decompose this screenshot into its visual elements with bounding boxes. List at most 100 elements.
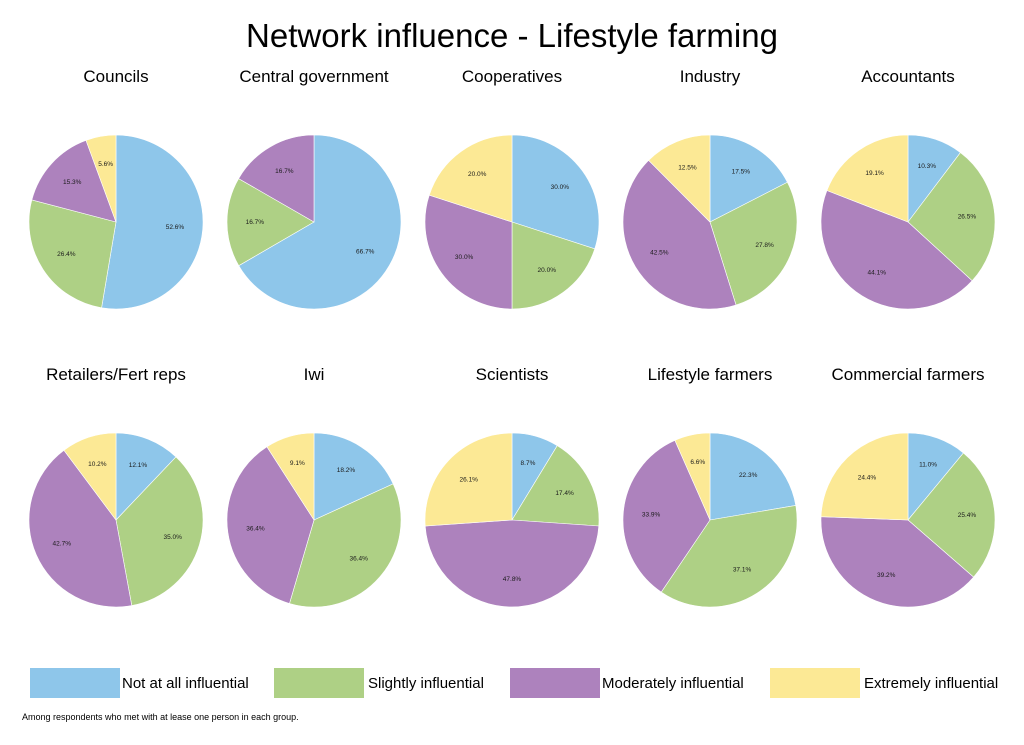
pie-data-label-lifestyle-farmers-moderately: 33.9% [642, 512, 661, 519]
pie-data-label-industry-slightly: 27.8% [755, 242, 774, 249]
pie-slice-retailers-fert-reps-slightly [115, 456, 204, 606]
pie-data-label-retailers-fert-reps-not-at-all: 12.1% [129, 462, 148, 469]
pie-title-central-government: Central government [239, 67, 389, 86]
pie-slice-commercial-farmers-extremely [820, 432, 909, 521]
pie-chart-central-government: 66.7% 16.7% 16.7% [226, 134, 402, 310]
pie-slice-accountants-extremely [826, 134, 909, 223]
footnote: Among respondents who met with at lease … [22, 712, 299, 722]
pie-data-label-accountants-moderately: 44.1% [868, 269, 887, 276]
pie-data-label-commercial-farmers-moderately: 39.2% [877, 572, 896, 579]
pie-chart-industry: 17.5% 27.8% 42.5% 12.5% [622, 134, 798, 310]
pie-data-label-commercial-farmers-not-at-all: 11.0% [919, 461, 937, 468]
pie-data-label-industry-moderately: 42.5% [650, 250, 669, 257]
legend: Not at all influential Slightly influent… [0, 668, 1024, 700]
pie-slice-scientists-moderately [424, 519, 600, 608]
pie-data-label-councils-slightly: 26.4% [57, 251, 76, 258]
pie-slice-iwi-extremely [266, 432, 315, 522]
pie-data-label-iwi-extremely: 9.1% [290, 460, 305, 467]
pie-data-label-lifestyle-farmers-not-at-all: 22.3% [739, 472, 758, 479]
legend-swatch-not-at-all [30, 668, 120, 698]
pie-data-label-iwi-slightly: 36.4% [349, 556, 368, 563]
pie-title-councils: Councils [83, 67, 149, 86]
pie-title-accountants: Accountants [861, 67, 955, 86]
pie-slice-industry-not-at-all [709, 134, 788, 223]
pie-title-lifestyle-farmers: Lifestyle farmers [647, 365, 773, 384]
pie-data-label-central-government-not-at-all: 66.7% [356, 249, 375, 256]
pie-data-label-cooperatives-extremely: 20.0% [468, 171, 487, 178]
pie-data-label-scientists-extremely: 26.1% [460, 477, 479, 484]
pie-data-label-iwi-moderately: 36.4% [246, 525, 265, 532]
pie-chart-councils: 52.6% 26.4% 15.3% 5.6% [28, 134, 204, 310]
pie-slice-industry-extremely [648, 134, 711, 223]
pie-slice-scientists-extremely [424, 432, 513, 527]
pie-slice-central-government-moderately [238, 134, 315, 223]
pie-slice-lifestyle-farmers-slightly [660, 505, 798, 608]
pie-slice-cooperatives-not-at-all [511, 134, 600, 250]
pie-data-label-retailers-fert-reps-slightly: 35.0% [163, 534, 182, 541]
pie-slice-cooperatives-slightly [511, 221, 596, 310]
pie-title-commercial-farmers: Commercial farmers [831, 365, 985, 384]
pie-chart-lifestyle-farmers: 22.3% 37.1% 33.9% 6.6% [622, 432, 798, 608]
pie-slice-cooperatives-moderately [424, 194, 513, 310]
pie-title-retailers-fert-reps: Retailers/Fert reps [46, 365, 186, 384]
legend-swatch-extremely [770, 668, 860, 698]
legend-label-not-at-all: Not at all influential [122, 675, 249, 692]
legend-label-extremely: Extremely influential [864, 675, 999, 692]
pie-data-label-industry-extremely: 12.5% [678, 164, 697, 171]
pie-title-iwi: Iwi [303, 365, 325, 384]
pie-title-industry: Industry [679, 67, 741, 86]
pie-data-label-retailers-fert-reps-moderately: 42.7% [53, 541, 72, 548]
pie-data-label-iwi-not-at-all: 18.2% [337, 467, 356, 474]
pie-slice-lifestyle-farmers-moderately [622, 439, 711, 593]
pie-slice-lifestyle-farmers-extremely [674, 432, 711, 521]
legend-swatch-moderately [510, 668, 600, 698]
pie-slice-scientists-slightly [511, 445, 600, 527]
pie-slice-retailers-fert-reps-not-at-all [115, 432, 177, 521]
pie-slice-accountants-moderately [820, 190, 973, 310]
pie-slice-retailers-fert-reps-moderately [28, 449, 133, 608]
pie-data-label-lifestyle-farmers-extremely: 6.6% [690, 459, 705, 466]
pie-chart-accountants: 10.3% 26.5% 44.1% 19.1% [820, 134, 996, 310]
chart-title: Network influence - Lifestyle farming [246, 17, 778, 54]
pie-data-label-councils-not-at-all: 52.6% [166, 224, 185, 231]
pie-data-label-scientists-not-at-all: 8.7% [521, 460, 536, 467]
pie-data-label-cooperatives-moderately: 30.0% [455, 254, 474, 261]
pie-data-label-accountants-not-at-all: 10.3% [918, 163, 937, 170]
legend-swatch-slightly [274, 668, 364, 698]
pie-data-label-commercial-farmers-extremely: 24.4% [858, 474, 877, 481]
pie-slice-central-government-not-at-all [238, 134, 402, 310]
pie-chart-iwi: 18.2% 36.4% 36.4% 9.1% [226, 432, 402, 608]
pie-data-label-accountants-slightly: 26.5% [958, 214, 977, 221]
pie-data-label-cooperatives-slightly: 20.0% [538, 267, 557, 274]
pie-slice-central-government-slightly [226, 178, 315, 267]
pie-slice-councils-slightly [28, 199, 117, 309]
pie-slice-commercial-farmers-moderately [820, 516, 975, 608]
pie-chart-cooperatives: 30.0% 20.0% 30.0% 20.0% [424, 134, 600, 310]
pie-data-label-retailers-fert-reps-extremely: 10.2% [88, 461, 107, 468]
pie-data-label-commercial-farmers-slightly: 25.4% [958, 512, 977, 519]
pie-slice-iwi-moderately [226, 446, 315, 604]
pie-chart-retailers-fert-reps: 12.1% 35.0% 42.7% 10.2% [28, 432, 204, 608]
pie-data-label-councils-extremely: 5.6% [98, 161, 113, 168]
pie-data-label-central-government-slightly: 16.7% [246, 219, 265, 226]
pie-chart-scientists: 8.7% 17.4% 47.8% 26.1% [424, 432, 600, 608]
legend-label-slightly: Slightly influential [368, 675, 484, 692]
pie-data-label-lifestyle-farmers-slightly: 37.1% [733, 567, 752, 574]
pie-slice-accountants-slightly [907, 152, 996, 282]
pie-data-label-cooperatives-not-at-all: 30.0% [551, 184, 570, 191]
pie-title-cooperatives: Cooperatives [461, 67, 563, 86]
pie-data-label-scientists-slightly: 17.4% [555, 490, 574, 497]
pie-slice-industry-moderately [622, 159, 737, 310]
pie-data-label-accountants-extremely: 19.1% [865, 170, 884, 177]
pie-data-label-industry-not-at-all: 17.5% [732, 169, 751, 176]
pie-slice-councils-moderately [31, 139, 117, 223]
pie-slice-councils-extremely [85, 134, 117, 223]
pie-title-scientists: Scientists [475, 365, 549, 384]
pie-data-label-scientists-moderately: 47.8% [503, 576, 522, 583]
pie-slice-commercial-farmers-slightly [907, 452, 996, 578]
pie-slice-cooperatives-extremely [428, 134, 513, 223]
pie-chart-commercial-farmers: 11.0% 25.4% 39.2% 24.4% [820, 432, 996, 608]
pie-slice-lifestyle-farmers-not-at-all [709, 432, 797, 521]
pie-slice-iwi-not-at-all [313, 432, 394, 521]
